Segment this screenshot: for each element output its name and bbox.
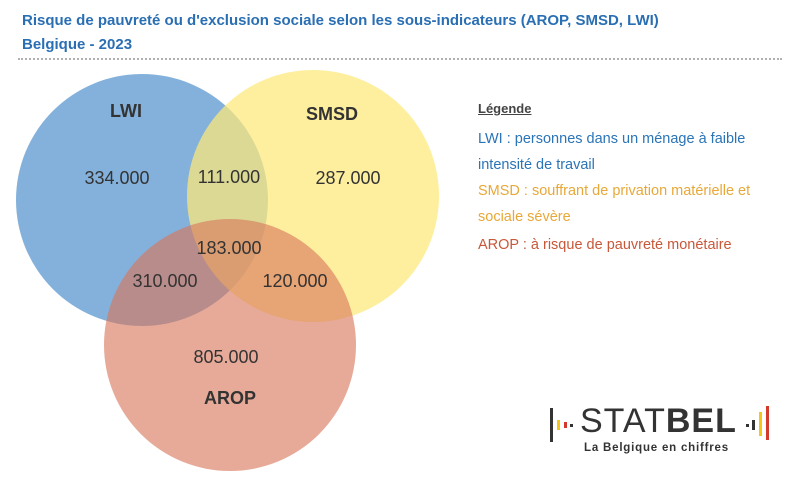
title-divider (18, 58, 782, 60)
smsd-set-label: SMSD (306, 104, 358, 124)
region-smsd-only-value: 287.000 (315, 168, 380, 188)
legend-item-lwi: LWI : personnes dans un ménage à faible … (478, 131, 746, 173)
region-all-three-value: 183.000 (196, 238, 261, 258)
venn-diagram: LWI SMSD AROP 334.000 111.000 287.000 18… (16, 70, 439, 471)
region-lwi-arop-value: 310.000 (132, 271, 197, 291)
legend-title: Légende (478, 101, 532, 116)
region-smsd-arop-value: 120.000 (262, 271, 327, 291)
lwi-set-label: LWI (110, 101, 142, 121)
chart-title: Risque de pauvreté ou d'exclusion social… (22, 12, 659, 29)
region-lwi-smsd-value: 111.000 (198, 167, 260, 187)
legend-item-arop: AROP : à risque de pauvreté monétaire (478, 237, 732, 253)
region-lwi-only-value: 334.000 (84, 168, 149, 188)
chart-subtitle: Belgique - 2023 (22, 36, 133, 53)
arop-set-label: AROP (204, 388, 256, 408)
legend-item-smsd: SMSD : souffrant de privation matérielle… (478, 183, 751, 225)
arop-circle (104, 219, 356, 471)
statbel-logo: STATBEL La Belgique en chiffres (550, 402, 780, 462)
logo-tagline: La Belgique en chiffres (584, 442, 729, 454)
logo-wordmark: STATBEL (580, 402, 737, 440)
region-arop-only-value: 805.000 (193, 347, 258, 367)
